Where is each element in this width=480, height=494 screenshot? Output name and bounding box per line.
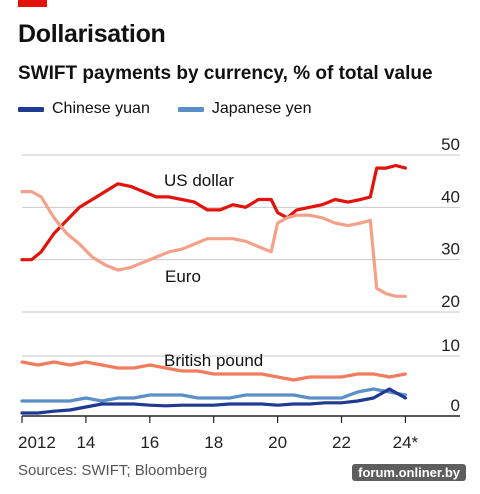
x-tick-label: 18 [204,433,223,452]
source-note: Sources: SWIFT; Bloomberg [18,462,208,479]
y-tick-label-bottom: 0 [451,396,460,415]
series-line-japanese-yen [20,387,407,403]
legend-swatch-yuan [18,106,44,112]
y-tick-label-bottom: 10 [441,336,460,355]
chart-title: Dollarisation [18,20,166,48]
legend-item-yen: Japanese yen [177,100,312,118]
y-tick-label-top: 30 [441,240,460,259]
chart-subtitle: SWIFT payments by currency, % of total v… [18,63,433,84]
series-line-british-pound [20,360,407,382]
legend-swatch-yen [177,106,204,112]
x-tick-label: 22 [332,433,351,452]
brand-accent-bar [18,0,47,7]
series-label-british-pound: British pound [164,351,263,370]
y-tick-label-top: 50 [441,135,460,154]
x-tick-label: 20 [268,433,287,452]
x-tick-label: 2012 [18,433,56,452]
legend-label-yen: Japanese yen [211,100,312,117]
series-label-euro: Euro [165,267,201,286]
y-tick-label-top: 40 [441,187,460,206]
x-tick-label: 16 [140,433,159,452]
y-tick-label-top: 20 [441,292,460,311]
x-tick-label: 14 [76,433,95,452]
series-line-chinese-yuan [20,387,407,415]
legend-label-yuan: Chinese yuan [52,100,150,117]
legend: Chinese yuan Japanese yen [18,100,339,118]
series-line-euro [20,190,407,298]
series-label-us-dollar: US dollar [164,171,234,190]
legend-item-yuan: Chinese yuan [18,100,150,118]
series-line-us-dollar [20,163,407,262]
watermark: forum.onliner.by [352,464,466,481]
x-tick-label: 24* [393,433,419,452]
